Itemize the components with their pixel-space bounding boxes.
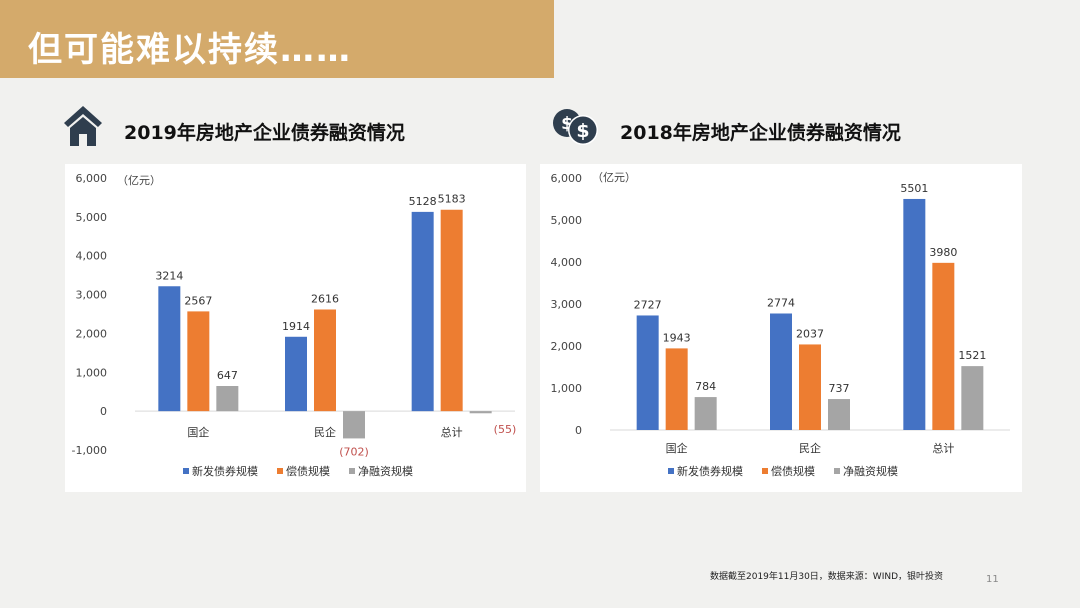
- y-tick-label: 2,000: [76, 327, 108, 340]
- y-tick-label: 4,000: [551, 256, 583, 269]
- y-tick-label: 3,000: [551, 298, 583, 311]
- data-label: 3980: [929, 246, 957, 259]
- data-label: 2727: [634, 298, 662, 311]
- legend-entry: 新发债券规模: [677, 464, 743, 478]
- legend-swatch: [762, 468, 768, 474]
- data-label: 2567: [184, 294, 212, 307]
- category-label: 总计: [932, 441, 954, 455]
- unit-label: （亿元）: [117, 174, 161, 187]
- bar: [343, 411, 365, 439]
- svg-text:$: $: [561, 114, 573, 134]
- bar: [285, 336, 307, 412]
- bar: [799, 344, 821, 430]
- legend-swatch: [277, 468, 283, 474]
- data-label: 737: [829, 382, 850, 395]
- page-number: 11: [986, 574, 999, 585]
- data-label: 2037: [796, 327, 824, 340]
- bar: [694, 397, 717, 430]
- y-tick-label: 1,000: [76, 366, 108, 379]
- category-label: 国企: [666, 441, 688, 455]
- data-label: 647: [217, 369, 238, 382]
- y-tick-label: 2,000: [551, 340, 583, 353]
- data-label: 5128: [409, 195, 437, 208]
- y-tick-label: 0: [575, 424, 582, 437]
- bar: [440, 209, 463, 412]
- category-label: 民企: [799, 441, 821, 455]
- data-label: 1914: [282, 320, 310, 333]
- bar-chart-2018: 6,000 5,000 4,000 3,000 2,000 1,000 0 （亿元） 国企 272…: [551, 171, 1010, 478]
- data-label: (55): [494, 423, 517, 436]
- house-icon: [62, 104, 104, 148]
- bar: [469, 411, 492, 414]
- data-label: (702): [339, 445, 369, 458]
- legend-swatch: [349, 468, 355, 474]
- y-tick-label: 1,000: [551, 382, 583, 395]
- legend-swatch: [668, 468, 674, 474]
- data-label: 5183: [438, 193, 466, 206]
- data-label: 5501: [900, 182, 928, 195]
- bar: [314, 309, 336, 412]
- legend-entry: 净融资规模: [843, 464, 898, 478]
- bar: [187, 311, 210, 412]
- source-footnote: 数据截至2019年11月30日，数据来源：WIND，银叶投资: [710, 572, 944, 582]
- legend-entry: 偿债规模: [771, 464, 815, 478]
- legend-entry: 偿债规模: [286, 464, 330, 478]
- y-tick-label: 6,000: [76, 172, 108, 185]
- y-tick-label: 6,000: [551, 172, 583, 185]
- category-label: 国企: [187, 425, 209, 439]
- data-label: 2774: [767, 296, 795, 309]
- page-title: 但可能难以持续……: [28, 30, 352, 70]
- bar: [665, 348, 688, 430]
- legend-swatch: [834, 468, 840, 474]
- data-label: 784: [695, 380, 716, 393]
- bar: [903, 198, 926, 430]
- section-title-2019: 2019年房地产企业债券融资情况: [124, 122, 405, 144]
- legend-swatch: [183, 468, 189, 474]
- bar: [770, 313, 792, 430]
- y-tick-label: 3,000: [76, 289, 108, 302]
- bar: [828, 399, 850, 430]
- y-tick-label: 0: [100, 405, 107, 418]
- chart-panel-2019: 6,000 5,000 4,000 3,000 2,000 1,000 0 -1,000 （亿元…: [65, 164, 526, 492]
- y-tick-label: -1,000: [72, 444, 107, 457]
- bar: [932, 262, 955, 430]
- y-tick-label: 5,000: [551, 214, 583, 227]
- unit-label: （亿元）: [592, 171, 636, 184]
- category-label: 总计: [441, 425, 463, 439]
- dollar-coins-icon: $ $: [552, 108, 600, 146]
- category-label: 民企: [314, 425, 336, 439]
- bar: [636, 315, 659, 430]
- chart-panel-2018: 6,000 5,000 4,000 3,000 2,000 1,000 0 （亿元） 国企 272…: [540, 164, 1022, 492]
- y-tick-label: 4,000: [76, 250, 108, 263]
- data-label: 1943: [663, 331, 691, 344]
- data-label: 2616: [311, 292, 339, 305]
- bar-chart-2019: 6,000 5,000 4,000 3,000 2,000 1,000 0 -1,000 （亿元…: [72, 172, 517, 478]
- bar: [158, 286, 181, 412]
- y-tick-label: 5,000: [76, 211, 108, 224]
- title-banner: 但可能难以持续……: [0, 0, 554, 78]
- bar: [216, 386, 239, 412]
- legend-entry: 净融资规模: [358, 464, 413, 478]
- section-title-2018: 2018年房地产企业债券融资情况: [620, 122, 901, 144]
- bar: [961, 366, 984, 430]
- data-label: 3214: [155, 269, 183, 282]
- bar: [411, 211, 434, 412]
- legend-entry: 新发债券规模: [192, 464, 258, 478]
- data-label: 1521: [958, 349, 986, 362]
- svg-text:$: $: [576, 120, 589, 142]
